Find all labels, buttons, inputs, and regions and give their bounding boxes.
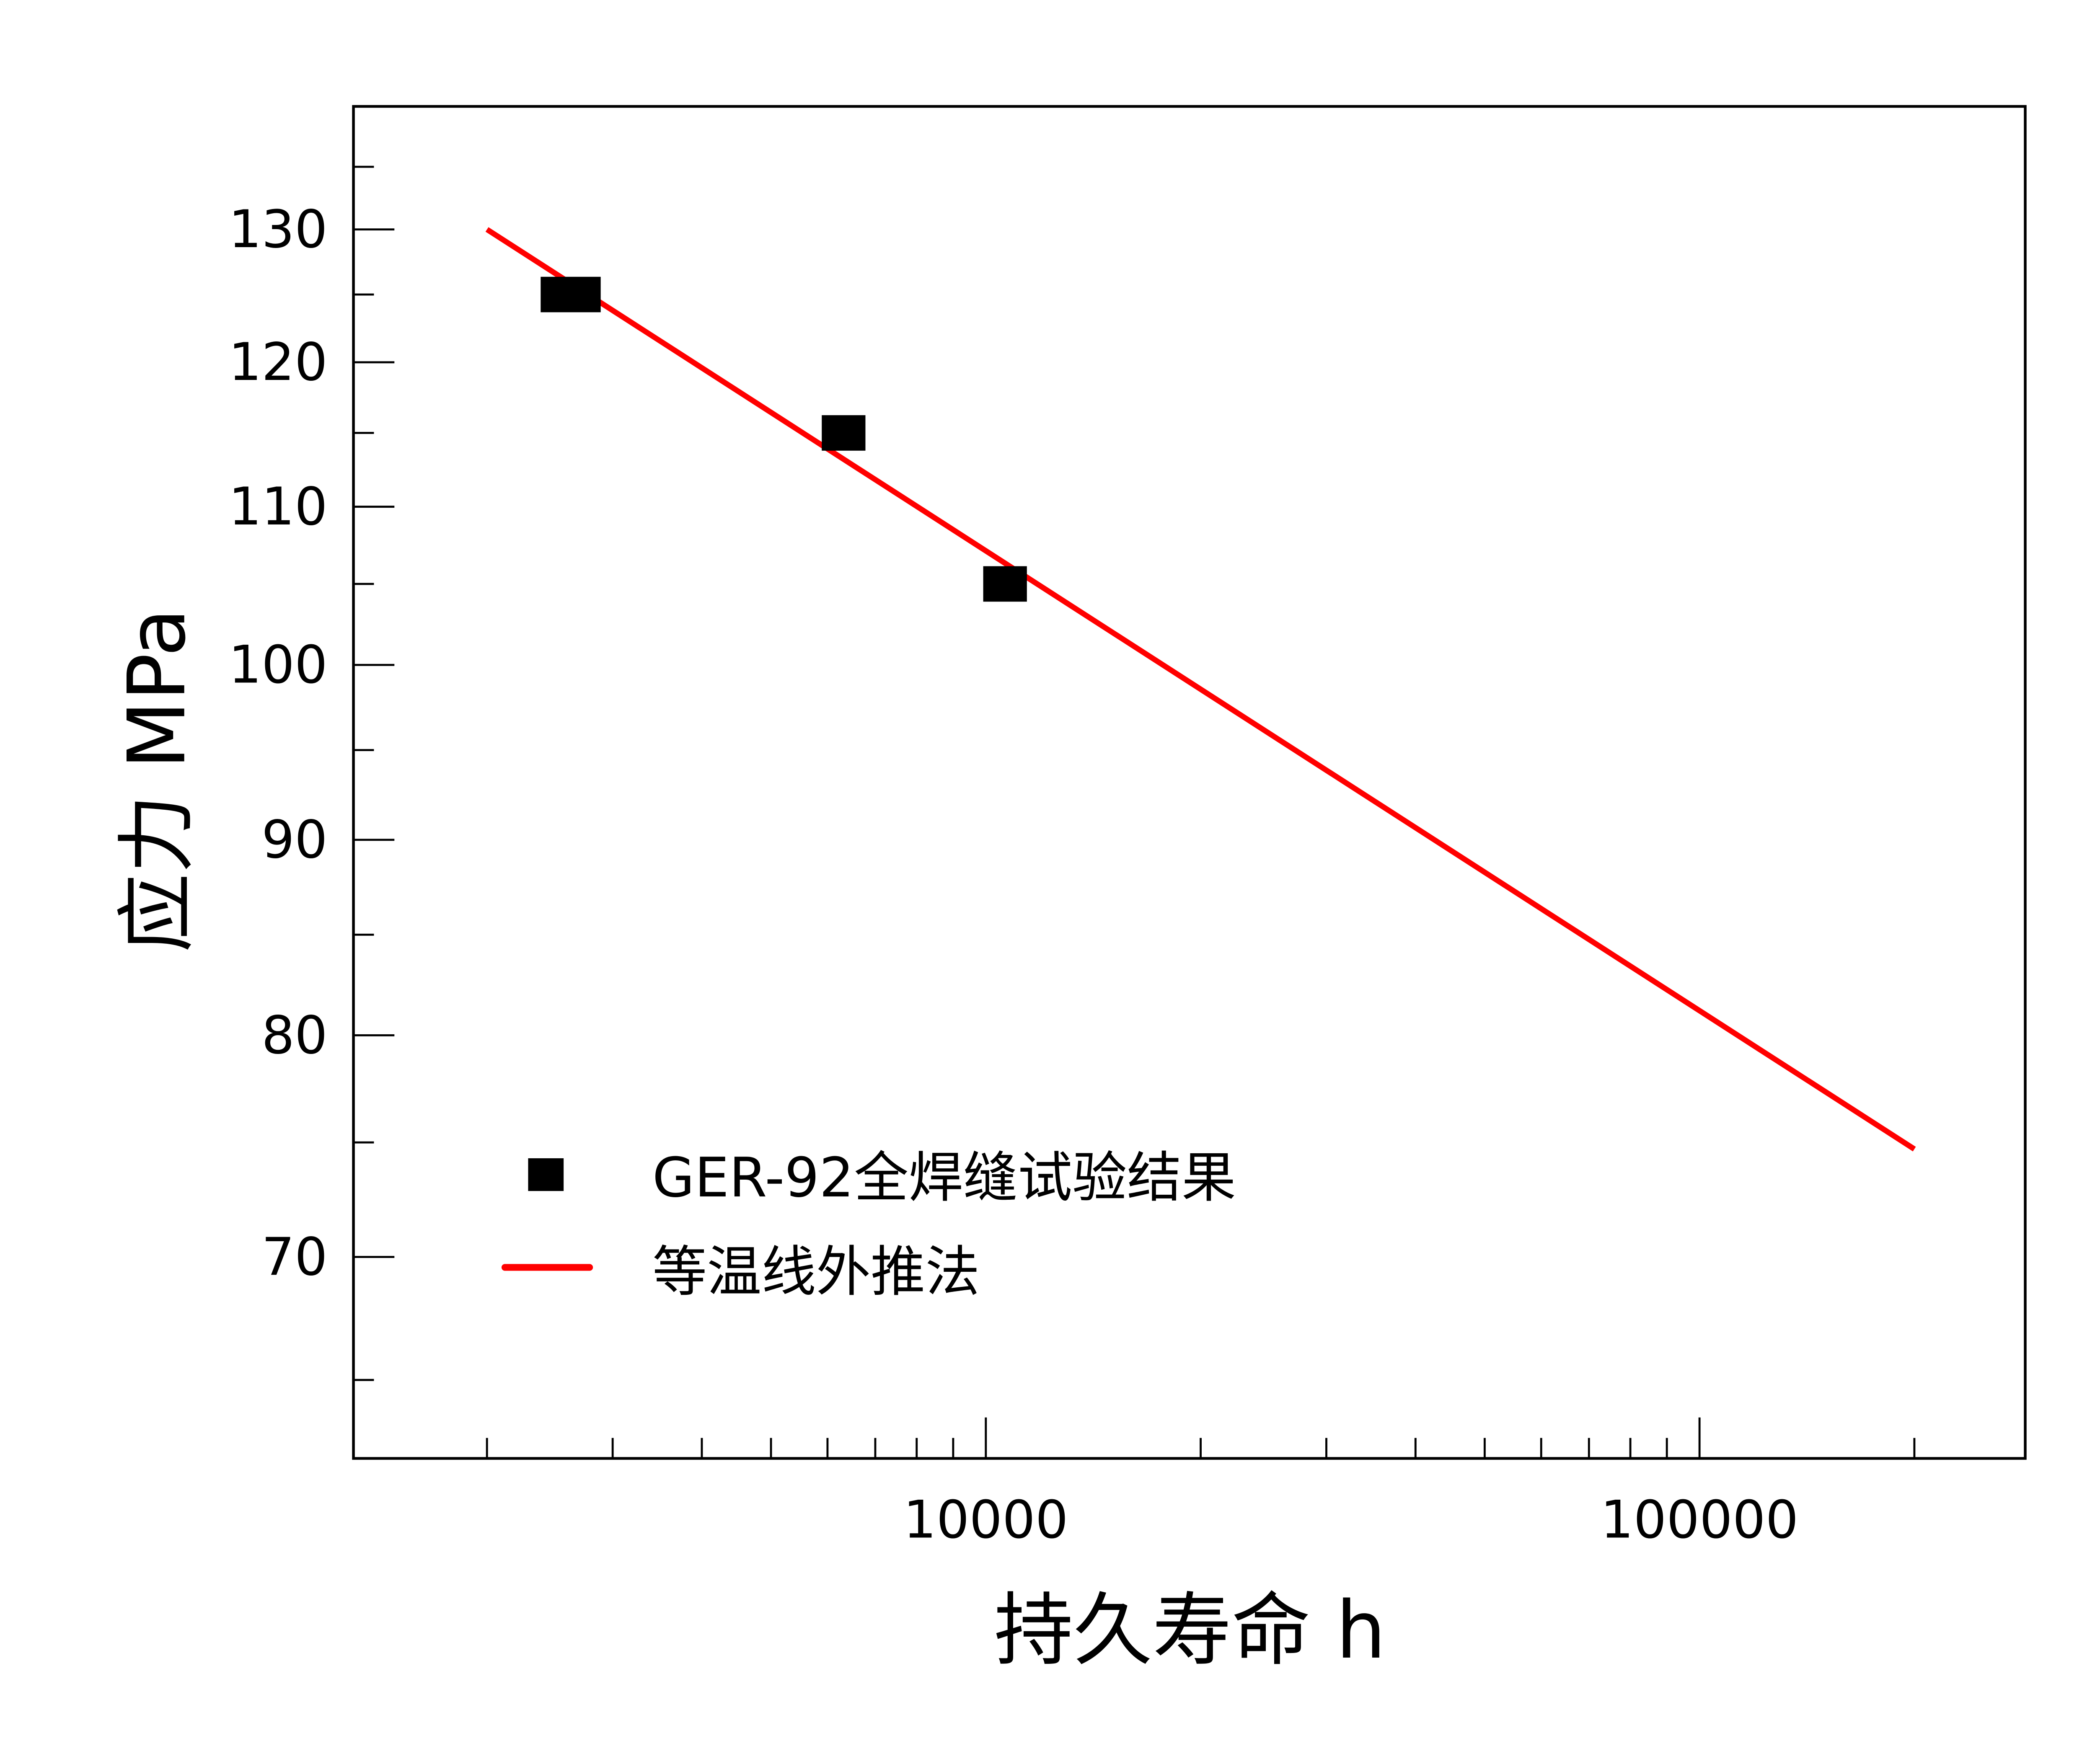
legend-label-test-results: GER-92全焊缝试验结果	[652, 1146, 1236, 1209]
y-tick-label: 90	[261, 810, 327, 870]
y-tick-label: 100	[228, 635, 327, 695]
y-tick-label: 110	[228, 477, 327, 537]
x-axis-title: 持久寿命 h	[994, 1584, 1386, 1676]
plot-series	[485, 227, 1916, 1152]
x-axis: 10000 100000	[486, 1417, 1916, 1550]
y-tick-label: 130	[228, 199, 327, 260]
y-tick-label: 120	[228, 332, 327, 393]
x-tick-label: 100000	[1601, 1490, 1798, 1550]
y-axis-title: 应力 MPa	[111, 608, 203, 953]
legend: GER-92全焊缝试验结果 等温线外推法	[501, 1146, 1236, 1304]
legend-marker-square-icon	[528, 1158, 564, 1191]
extrapolation-line	[485, 227, 1916, 1152]
data-point-square-icon	[541, 276, 601, 313]
data-point-square-icon	[822, 415, 866, 451]
data-point-square-icon	[983, 566, 1027, 602]
y-tick-label: 80	[261, 1005, 327, 1066]
x-tick-label: 10000	[903, 1490, 1068, 1550]
plot-area	[352, 105, 2027, 1460]
legend-label-extrapolation: 等温线外推法	[652, 1240, 980, 1304]
y-axis: 130 120 110 100 90 80 70	[228, 165, 395, 1381]
y-tick-label: 70	[261, 1227, 327, 1287]
